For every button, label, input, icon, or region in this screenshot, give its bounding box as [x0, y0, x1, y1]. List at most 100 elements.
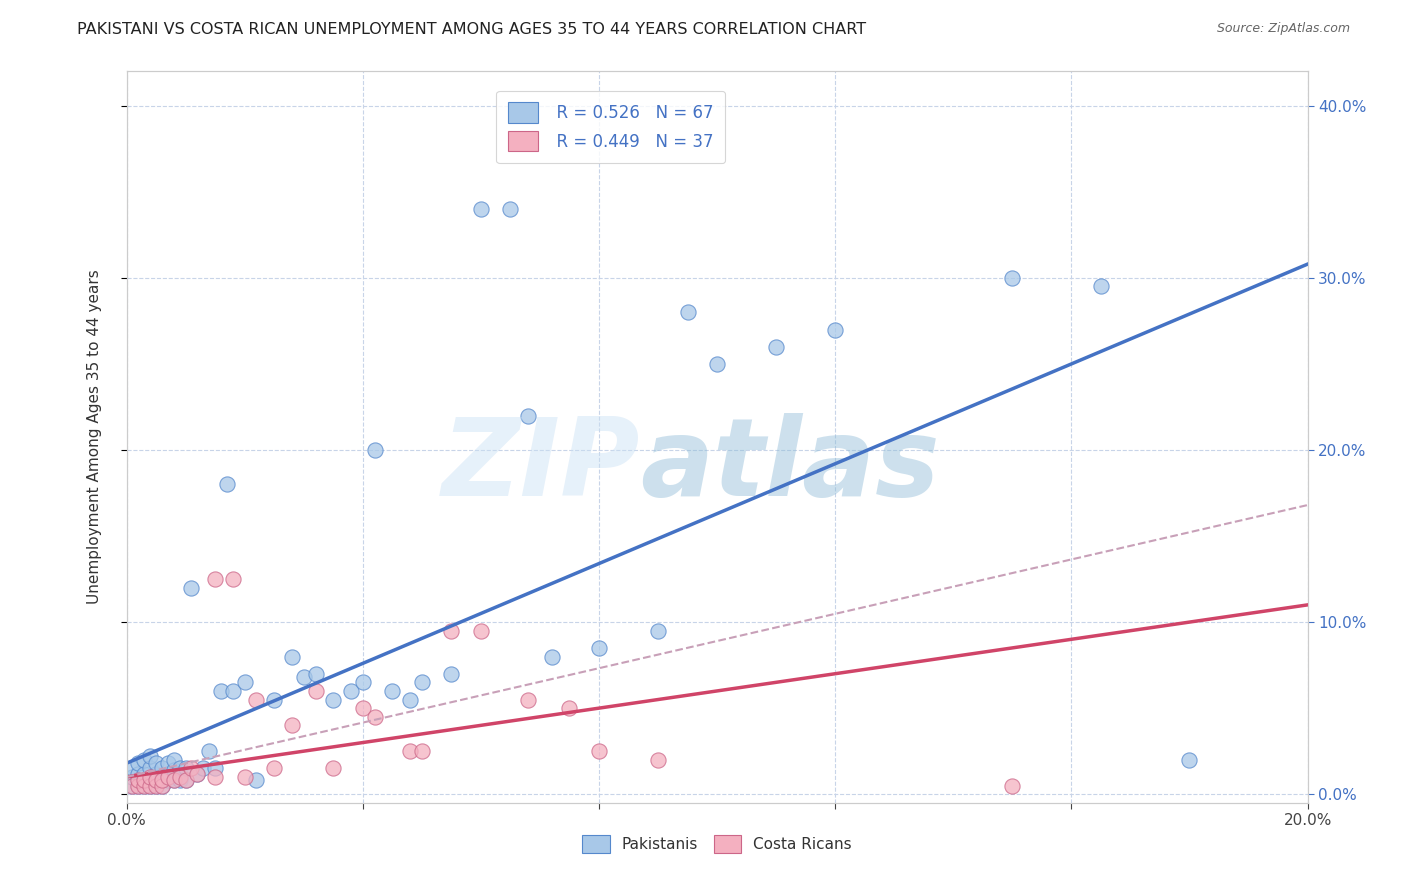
Point — [517, 692, 540, 706]
Point — [156, 770, 179, 784]
Point — [411, 744, 433, 758]
Point — [127, 773, 149, 788]
Point — [647, 753, 669, 767]
Point — [121, 779, 143, 793]
Point — [399, 692, 422, 706]
Point — [174, 761, 197, 775]
Text: PAKISTANI VS COSTA RICAN UNEMPLOYMENT AMONG AGES 35 TO 44 YEARS CORRELATION CHAR: PAKISTANI VS COSTA RICAN UNEMPLOYMENT AM… — [77, 22, 866, 37]
Point — [558, 701, 581, 715]
Point — [150, 779, 173, 793]
Point — [150, 779, 173, 793]
Point — [263, 692, 285, 706]
Point — [150, 773, 173, 788]
Point — [222, 572, 245, 586]
Text: Source: ZipAtlas.com: Source: ZipAtlas.com — [1216, 22, 1350, 36]
Text: ZIP: ZIP — [441, 413, 640, 519]
Point — [169, 761, 191, 775]
Point — [204, 770, 226, 784]
Point — [470, 624, 492, 638]
Point — [127, 779, 149, 793]
Point — [352, 701, 374, 715]
Point — [292, 670, 315, 684]
Point — [381, 684, 404, 698]
Point — [134, 779, 156, 793]
Point — [163, 773, 186, 788]
Point — [145, 756, 167, 771]
Point — [134, 779, 156, 793]
Point — [150, 761, 173, 775]
Legend: Pakistanis, Costa Ricans: Pakistanis, Costa Ricans — [575, 827, 859, 861]
Point — [340, 684, 363, 698]
Point — [322, 692, 344, 706]
Point — [204, 761, 226, 775]
Point — [676, 305, 699, 319]
Point — [706, 357, 728, 371]
Point — [824, 322, 846, 336]
Point — [440, 666, 463, 681]
Point — [156, 766, 179, 780]
Point — [470, 202, 492, 216]
Point — [150, 770, 173, 784]
Point — [399, 744, 422, 758]
Point — [233, 675, 256, 690]
Point — [588, 744, 610, 758]
Point — [281, 649, 304, 664]
Point — [1178, 753, 1201, 767]
Point — [169, 773, 191, 788]
Point — [411, 675, 433, 690]
Point — [134, 753, 156, 767]
Point — [134, 773, 156, 788]
Point — [363, 710, 385, 724]
Point — [139, 761, 162, 775]
Point — [121, 770, 143, 784]
Point — [156, 756, 179, 771]
Point — [1001, 779, 1024, 793]
Point — [139, 779, 162, 793]
Point — [263, 761, 285, 775]
Point — [139, 773, 162, 788]
Point — [540, 649, 562, 664]
Point — [134, 766, 156, 780]
Point — [588, 640, 610, 655]
Point — [245, 773, 267, 788]
Point — [215, 477, 238, 491]
Point — [121, 779, 143, 793]
Point — [440, 624, 463, 638]
Point — [134, 773, 156, 788]
Point — [517, 409, 540, 423]
Point — [145, 766, 167, 780]
Point — [127, 779, 149, 793]
Point — [304, 684, 326, 698]
Point — [222, 684, 245, 698]
Point — [245, 692, 267, 706]
Point — [209, 684, 232, 698]
Point — [647, 624, 669, 638]
Point — [1001, 271, 1024, 285]
Point — [281, 718, 304, 732]
Point — [163, 773, 186, 788]
Point — [145, 773, 167, 788]
Point — [352, 675, 374, 690]
Point — [121, 761, 143, 775]
Point — [169, 770, 191, 784]
Text: atlas: atlas — [640, 413, 941, 519]
Point — [163, 753, 186, 767]
Point — [180, 581, 202, 595]
Point — [139, 779, 162, 793]
Point — [145, 779, 167, 793]
Point — [180, 761, 202, 775]
Y-axis label: Unemployment Among Ages 35 to 44 years: Unemployment Among Ages 35 to 44 years — [87, 269, 103, 605]
Point — [499, 202, 522, 216]
Point — [363, 442, 385, 457]
Point — [163, 763, 186, 777]
Point — [1090, 279, 1112, 293]
Point — [765, 340, 787, 354]
Point — [156, 773, 179, 788]
Point — [145, 779, 167, 793]
Point — [127, 766, 149, 780]
Point — [139, 749, 162, 764]
Point — [304, 666, 326, 681]
Point — [174, 773, 197, 788]
Point — [174, 773, 197, 788]
Point — [233, 770, 256, 784]
